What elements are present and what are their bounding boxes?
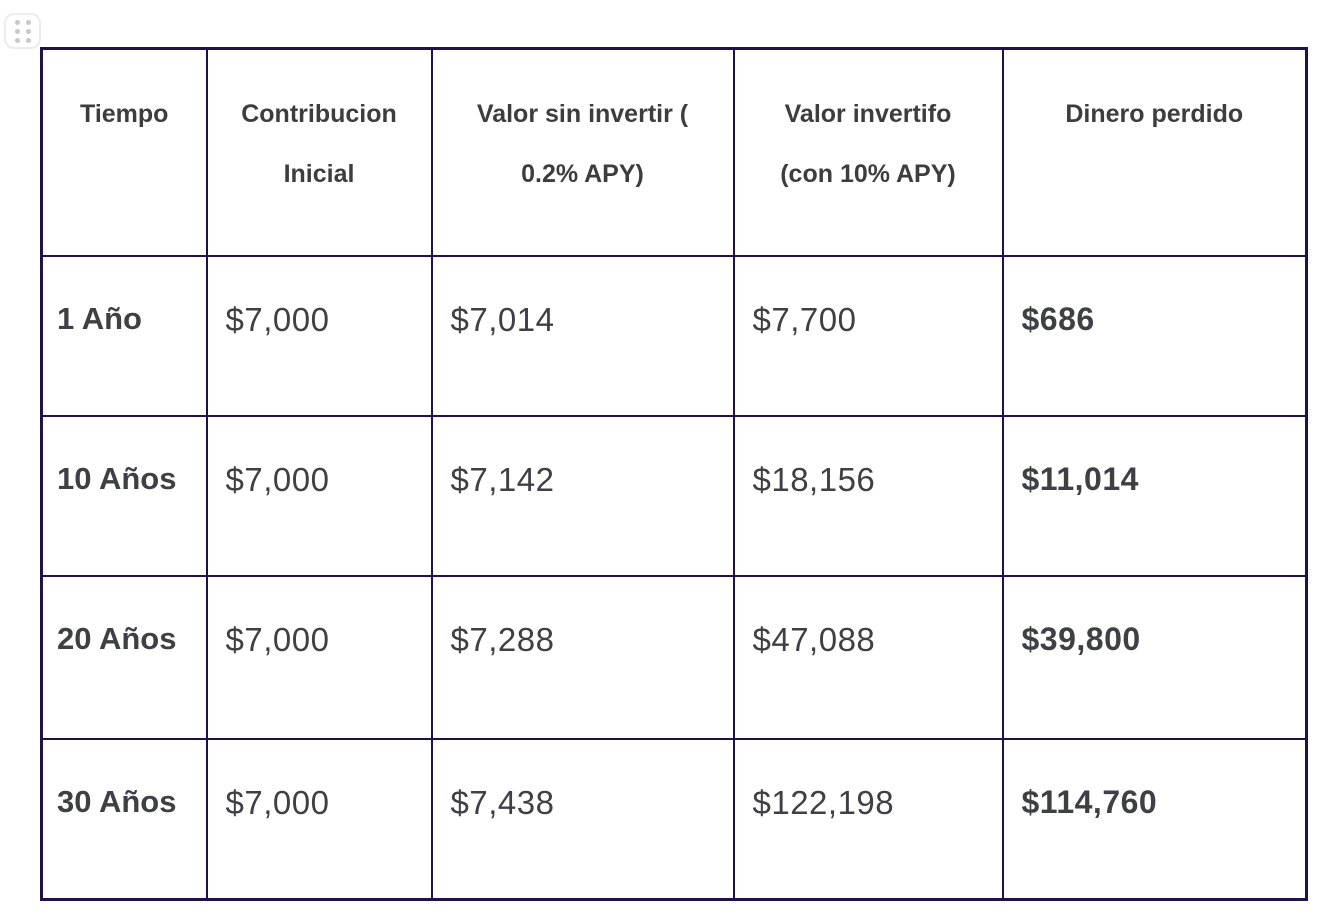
block-drag-handle[interactable] — [4, 13, 41, 49]
column-header-valor-invertido: Valor invertifo (con 10% APY) — [732, 47, 1004, 257]
cell-dinero-perdido: $39,800 — [1001, 574, 1308, 740]
cell-tiempo: 20 Años — [40, 574, 208, 740]
cell-valor-sin-invertir: $7,014 — [430, 254, 735, 417]
cell-valor-invertido: $18,156 — [732, 414, 1004, 577]
cell-tiempo: 30 Años — [40, 737, 208, 901]
header-line: (con 10% APY) — [780, 160, 956, 188]
cell-contribucion: $7,000 — [205, 737, 433, 901]
table-row: 1 Año $7,000 $7,014 $7,700 $686 — [40, 254, 1308, 417]
header-line: Contribucion — [241, 100, 397, 128]
table-row: 10 Años $7,000 $7,142 $18,156 $11,014 — [40, 414, 1308, 577]
cell-dinero-perdido: $11,014 — [1001, 414, 1308, 577]
cell-dinero-perdido: $114,760 — [1001, 737, 1308, 901]
cell-tiempo: 10 Años — [40, 414, 208, 577]
cell-valor-invertido: $7,700 — [732, 254, 1004, 417]
cell-valor-invertido: $47,088 — [732, 574, 1004, 740]
header-line: Tiempo — [80, 100, 169, 128]
header-line: Dinero perdido — [1065, 100, 1244, 128]
column-header-valor-sin-invertir: Valor sin invertir ( 0.2% APY) — [430, 47, 735, 257]
cell-dinero-perdido: $686 — [1001, 254, 1308, 417]
cell-contribucion: $7,000 — [205, 254, 433, 417]
table-row: 30 Años $7,000 $7,438 $122,198 $114,760 — [40, 737, 1308, 901]
cell-valor-sin-invertir: $7,288 — [430, 574, 735, 740]
cell-valor-sin-invertir: $7,142 — [430, 414, 735, 577]
investment-table: Tiempo Contribucion Inicial Valor sin in… — [40, 47, 1308, 901]
six-dot-grid-icon — [14, 19, 31, 43]
column-header-dinero-perdido: Dinero perdido — [1001, 47, 1308, 257]
column-header-contribucion-inicial: Contribucion Inicial — [205, 47, 433, 257]
header-row: Tiempo Contribucion Inicial Valor sin in… — [40, 47, 1308, 257]
cell-valor-sin-invertir: $7,438 — [430, 737, 735, 901]
header-line: Inicial — [283, 160, 355, 188]
header-line: Valor invertifo — [784, 100, 952, 128]
cell-contribucion: $7,000 — [205, 574, 433, 740]
column-header-tiempo: Tiempo — [40, 47, 208, 257]
header-line: Valor sin invertir ( — [476, 100, 689, 128]
cell-contribucion: $7,000 — [205, 414, 433, 577]
cell-valor-invertido: $122,198 — [732, 737, 1004, 901]
table-row: 20 Años $7,000 $7,288 $47,088 $39,800 — [40, 574, 1308, 740]
cell-tiempo: 1 Año — [40, 254, 208, 417]
header-line: 0.2% APY) — [521, 160, 644, 188]
